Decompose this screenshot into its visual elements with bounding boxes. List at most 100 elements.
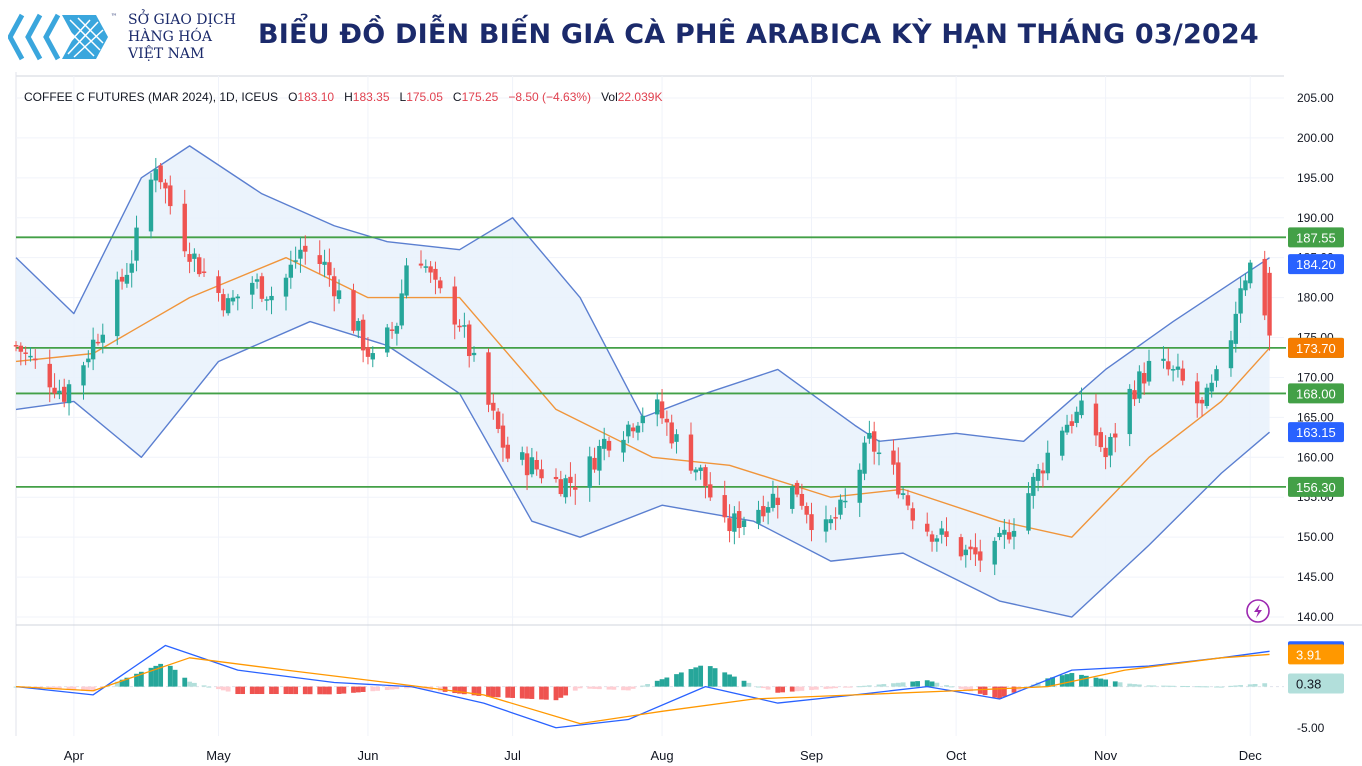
candle-up (674, 434, 679, 442)
macd-histogram-bar (490, 686, 496, 697)
candle-down (524, 453, 530, 476)
candle-down (332, 276, 337, 297)
candle-down (491, 402, 496, 411)
candle-down (775, 497, 780, 505)
price-tag-label: 184.20 (1296, 257, 1336, 272)
candle-up (876, 452, 882, 455)
candle-down (703, 467, 708, 486)
candle-down (736, 511, 742, 529)
brand-line-1: SỞ GIAO DỊCH (128, 12, 236, 28)
candle-up (1204, 387, 1210, 406)
macd-histogram-bar (1146, 685, 1152, 687)
macd-histogram-bar (833, 686, 839, 689)
macd-histogram-bar (172, 669, 178, 687)
macd-histogram-bar (707, 666, 713, 687)
macd-histogram-bar (1180, 685, 1186, 687)
macd-histogram-bar (842, 686, 848, 688)
macd-histogram-bar (52, 686, 57, 690)
macd-histogram-bar (1069, 673, 1075, 687)
macd-histogram-bar (1238, 685, 1244, 687)
candle-up (1035, 468, 1041, 481)
macd-histogram-bar (857, 686, 863, 688)
macd-histogram-bar (148, 667, 154, 687)
month-label: Jun (357, 748, 378, 763)
macd-histogram-bar (731, 676, 737, 687)
macd-histogram-bar (317, 686, 323, 695)
candle-up (124, 274, 130, 284)
candle-up (1002, 529, 1007, 535)
legend-open-label: O (288, 90, 298, 104)
candle-up (1238, 288, 1243, 314)
candle-down (365, 347, 371, 357)
candle-up (385, 327, 390, 353)
candle-up (28, 355, 33, 358)
candle-up (471, 352, 477, 356)
legend-vol: 22.039K (617, 90, 663, 104)
month-label: Aug (650, 748, 673, 763)
candle-down (327, 262, 332, 276)
macd-histogram-bar (158, 663, 164, 687)
macd-histogram-bar (423, 686, 429, 690)
candle-up (1228, 340, 1234, 369)
macd-histogram-bar (505, 686, 511, 698)
macd-histogram-bar (765, 686, 771, 690)
macd-histogram-bar (910, 681, 916, 687)
macd-histogram-bar (404, 686, 409, 689)
macd-histogram-bar (85, 686, 91, 692)
macd-histogram-bar (558, 686, 564, 698)
candle-up (1170, 369, 1176, 371)
macd-histogram-bar (370, 686, 376, 692)
candle-up (235, 296, 240, 299)
candle-up (693, 469, 699, 473)
price-tag (1288, 422, 1344, 443)
candle-down (1113, 433, 1118, 438)
macd-value-tag-label: 0.38 (1296, 676, 1321, 691)
candle-down (1141, 373, 1147, 384)
macd-value-tag (1288, 673, 1344, 694)
macd-histogram-bar (553, 686, 559, 701)
macd-histogram-bar (1016, 686, 1022, 691)
macd-histogram-bar (259, 686, 265, 695)
candle-up (1209, 382, 1214, 392)
macd-histogram-bar (1112, 681, 1118, 687)
macd-histogram-bar (678, 672, 684, 687)
macd-histogram-bar (307, 686, 313, 695)
candle-up (336, 290, 342, 300)
candle-up (790, 486, 795, 509)
candle-up (640, 415, 645, 424)
header: ™ SỞ GIAO DỊCH HÀNG HÓA VIỆT NAM BIỂU ĐỒ… (0, 0, 1362, 72)
candle-up (1074, 411, 1079, 423)
candle-down (688, 434, 694, 471)
candle-down (168, 185, 173, 207)
macd-histogram-bar (1262, 683, 1268, 687)
month-label: Nov (1094, 748, 1118, 763)
month-label: May (206, 748, 231, 763)
macd-histogram-bar (240, 686, 246, 695)
candle-up (1161, 358, 1166, 361)
candle-up (148, 179, 154, 232)
price-tag (1288, 337, 1344, 358)
candle-down (794, 482, 800, 495)
candle-up (288, 264, 294, 278)
level-tag-label: 168.00 (1296, 386, 1336, 401)
candle-up (857, 469, 862, 503)
macd-histogram-bar (524, 686, 530, 699)
brand-name: ™ SỞ GIAO DỊCH HÀNG HÓA VIỆT NAM (111, 12, 236, 63)
candle-up (1243, 280, 1248, 291)
legend-high-label: H (344, 90, 353, 104)
macd-histogram-bar (1064, 674, 1070, 687)
candle-down (1069, 421, 1075, 426)
candle-down (708, 484, 713, 498)
macd-histogram-bar (375, 686, 380, 691)
candle-up (635, 425, 641, 433)
candle-up (356, 320, 361, 331)
candle-down (438, 280, 443, 289)
macd-histogram-bar (1132, 684, 1137, 687)
macd-histogram-bar (1136, 684, 1142, 687)
legend-low-label: L (399, 90, 407, 104)
candle-down (1262, 258, 1267, 316)
macd-histogram-bar (1011, 686, 1017, 693)
macd-histogram-bar (997, 686, 1002, 699)
macd-histogram-bar (799, 686, 805, 691)
macd-histogram-bar (114, 681, 120, 687)
